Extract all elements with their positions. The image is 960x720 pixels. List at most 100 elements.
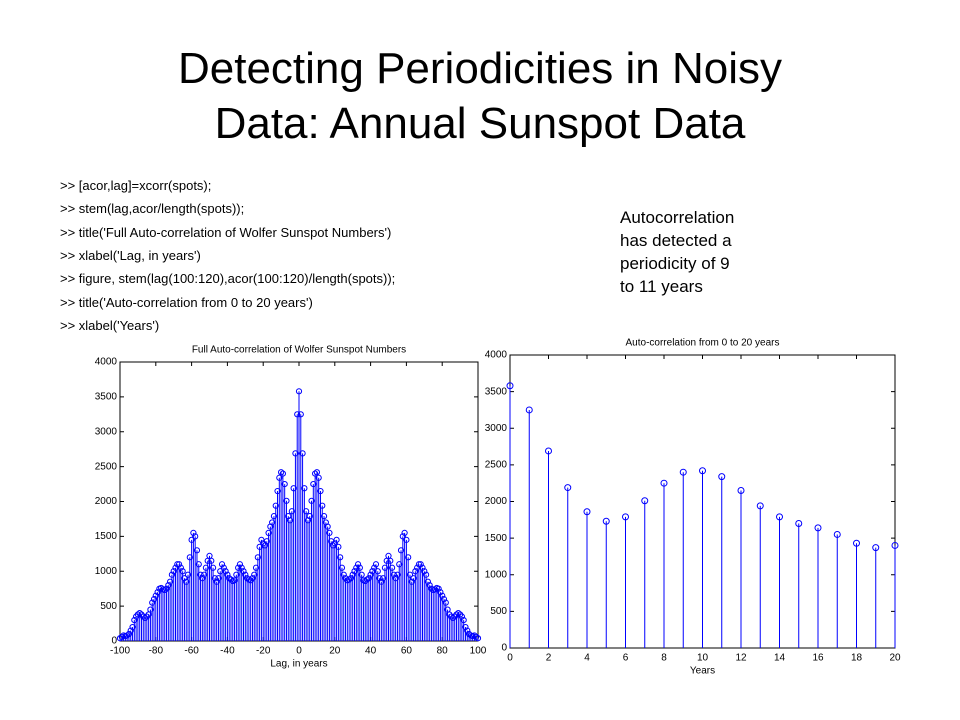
stem-marker [161,586,168,594]
stem-marker [333,536,340,543]
stem-marker [431,586,439,593]
stem-marker [134,611,141,618]
slide-title: Data: Annual Sunspot Data [214,99,746,148]
stem-marker [410,575,417,582]
stem-marker [417,561,424,568]
stem-marker [306,513,313,520]
stem-marker [227,576,235,583]
x-axis-label: Lag, in years [270,659,327,670]
stem-marker [249,575,256,582]
stem-marker [403,536,410,543]
x-tick-label: -80 [149,646,164,657]
stem-marker [699,467,706,475]
stem-marker [376,575,383,582]
stem-marker [258,536,265,543]
stem-marker [338,564,346,571]
stem-marker [279,470,286,477]
stem-marker [426,582,433,589]
stem-marker [422,571,430,578]
stem-marker [506,382,514,390]
stem-marker [424,578,431,585]
stem-marker [405,554,412,561]
code-line: >> title('Auto-correlation from 0 to 20 … [60,294,313,310]
stem-marker [315,474,322,481]
stem-marker [545,447,552,455]
x-tick-label: -20 [256,646,271,657]
stem-marker [220,564,227,571]
y-tick-label: 1000 [485,569,508,580]
stem-marker [218,561,226,568]
stem-marker [363,576,371,583]
stem-marker [276,474,283,481]
x-tick-label: 60 [401,646,413,657]
stem-marker [412,568,419,575]
stem-marker [294,411,301,418]
code-line: >> title('Full Auto-correlation of Wolfe… [60,224,392,240]
stem-marker [319,502,326,509]
y-tick-label: 1000 [95,566,118,577]
stem-marker [419,564,426,571]
stem-marker [381,564,389,571]
stem-marker [183,578,190,585]
stem-marker [337,554,344,561]
stem-marker [179,568,186,575]
stem-marker [564,484,572,492]
stem-marker [453,611,460,618]
stem-marker [396,561,403,568]
stem-marker [335,543,342,550]
stem-marker [448,613,455,620]
x-tick-label: -60 [184,646,199,657]
stem-marker [235,564,242,571]
chart-title: Auto-correlation from 0 to 20 years [626,338,780,349]
chart-title: Full Auto-correlation of Wolfer Sunspot … [192,345,406,356]
stem-marker [184,571,192,578]
y-tick-label: 4000 [485,350,508,361]
x-tick-label: 16 [812,653,824,664]
stem-marker [269,519,276,526]
stem-marker [174,561,181,568]
y-tick-label: 3000 [95,426,118,437]
stem-marker [272,502,279,509]
stem-marker [353,564,360,571]
note-line: has detected a [620,231,732,250]
stem-marker [602,517,610,525]
stem-marker [186,554,193,561]
stem-marker [449,614,457,622]
x-tick-label: 4 [584,653,590,664]
stem-marker [583,508,591,516]
stem-marker [394,571,401,578]
x-tick-label: 100 [470,646,487,657]
y-tick-label: 2500 [95,461,118,472]
stem-marker [281,480,288,488]
stem-marker [165,582,172,589]
stem-marker [331,540,338,547]
stem-marker [288,508,295,515]
stem-marker [140,613,147,620]
stem-marker [167,578,174,585]
x-tick-label: 0 [507,653,513,664]
x-tick-label: -40 [220,646,235,657]
stem-marker [270,513,278,520]
stem-marker [660,479,668,487]
stem-marker [891,541,899,549]
stem-marker [233,571,240,578]
stem-marker [175,561,183,568]
stem-marker [737,487,745,495]
stem-marker [464,627,471,634]
stem-marker [236,561,244,568]
stem-marker [295,388,303,395]
stem-marker [397,547,405,554]
stem-marker [163,585,170,592]
stem-marker [458,613,465,620]
stem-marker [756,502,764,510]
stem-marker [195,561,202,568]
note-line: to 11 years [620,277,703,296]
slide-title: Detecting Periodicities in Noisy [177,44,783,93]
stem-marker [718,473,726,481]
stem-marker [251,571,258,578]
stem-marker [390,571,397,578]
stem-marker [387,557,394,564]
x-tick-label: 10 [697,653,709,664]
stem-marker [354,561,362,568]
